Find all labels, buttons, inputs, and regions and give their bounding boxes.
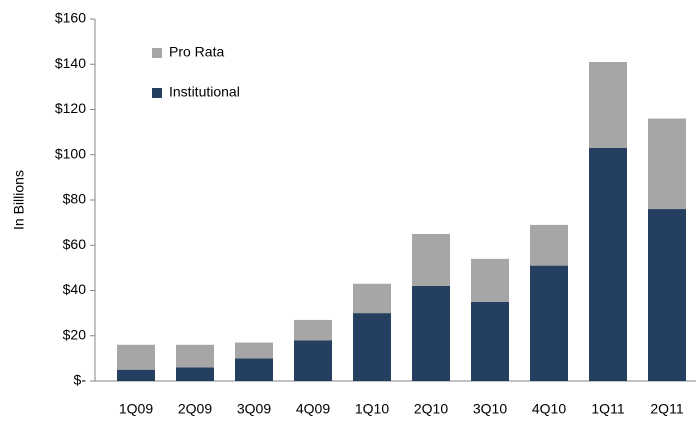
legend-swatch: [152, 48, 162, 58]
bar-segment: [471, 258, 509, 302]
bar-segment: [294, 340, 332, 381]
legend-label: Institutional: [169, 84, 240, 100]
bar-segment: [471, 301, 509, 381]
y-tick-label: $20: [63, 326, 87, 342]
bar-segment: [412, 233, 450, 286]
y-tick-label: $160: [55, 10, 86, 26]
y-tick-label: $40: [63, 281, 87, 297]
bar-segment: [412, 285, 450, 381]
y-tick-label: $120: [55, 100, 86, 116]
bar-segment: [530, 224, 568, 266]
bar-segment: [648, 209, 686, 381]
bar-segment: [589, 147, 627, 381]
bar-segment: [176, 344, 214, 368]
x-tick-label: 4Q10: [532, 401, 566, 417]
y-tick-label: $140: [55, 55, 86, 71]
bar-segment: [235, 342, 273, 359]
bar-segment: [235, 358, 273, 381]
bar-segment: [294, 319, 332, 341]
x-tick-label: 1Q10: [355, 401, 389, 417]
x-tick-label: 1Q11: [591, 401, 624, 417]
legend-label: Pro Rata: [169, 44, 224, 60]
x-tick-label: 3Q10: [473, 401, 507, 417]
bar-segment: [648, 118, 686, 210]
bar-segment: [353, 283, 391, 314]
y-tick-label: $100: [55, 145, 86, 161]
y-tick-label: $-: [74, 372, 87, 388]
y-tick-label: $80: [63, 191, 87, 207]
bar-segment: [117, 344, 155, 370]
bar-segment: [530, 265, 568, 381]
bar-segment: [589, 61, 627, 148]
x-tick-label: 4Q09: [296, 401, 330, 417]
x-tick-label: 1Q09: [119, 401, 153, 417]
bar-segment: [117, 369, 155, 381]
bar-segment: [353, 313, 391, 381]
legend-swatch: [152, 88, 162, 98]
y-axis-label: In Billions: [11, 170, 27, 230]
x-tick-label: 3Q09: [237, 401, 271, 417]
x-tick-label: 2Q11: [650, 401, 683, 417]
x-tick-label: 2Q09: [178, 401, 212, 417]
x-tick-label: 2Q10: [414, 401, 448, 417]
y-tick-label: $60: [63, 236, 87, 252]
bar-segment: [176, 367, 214, 381]
